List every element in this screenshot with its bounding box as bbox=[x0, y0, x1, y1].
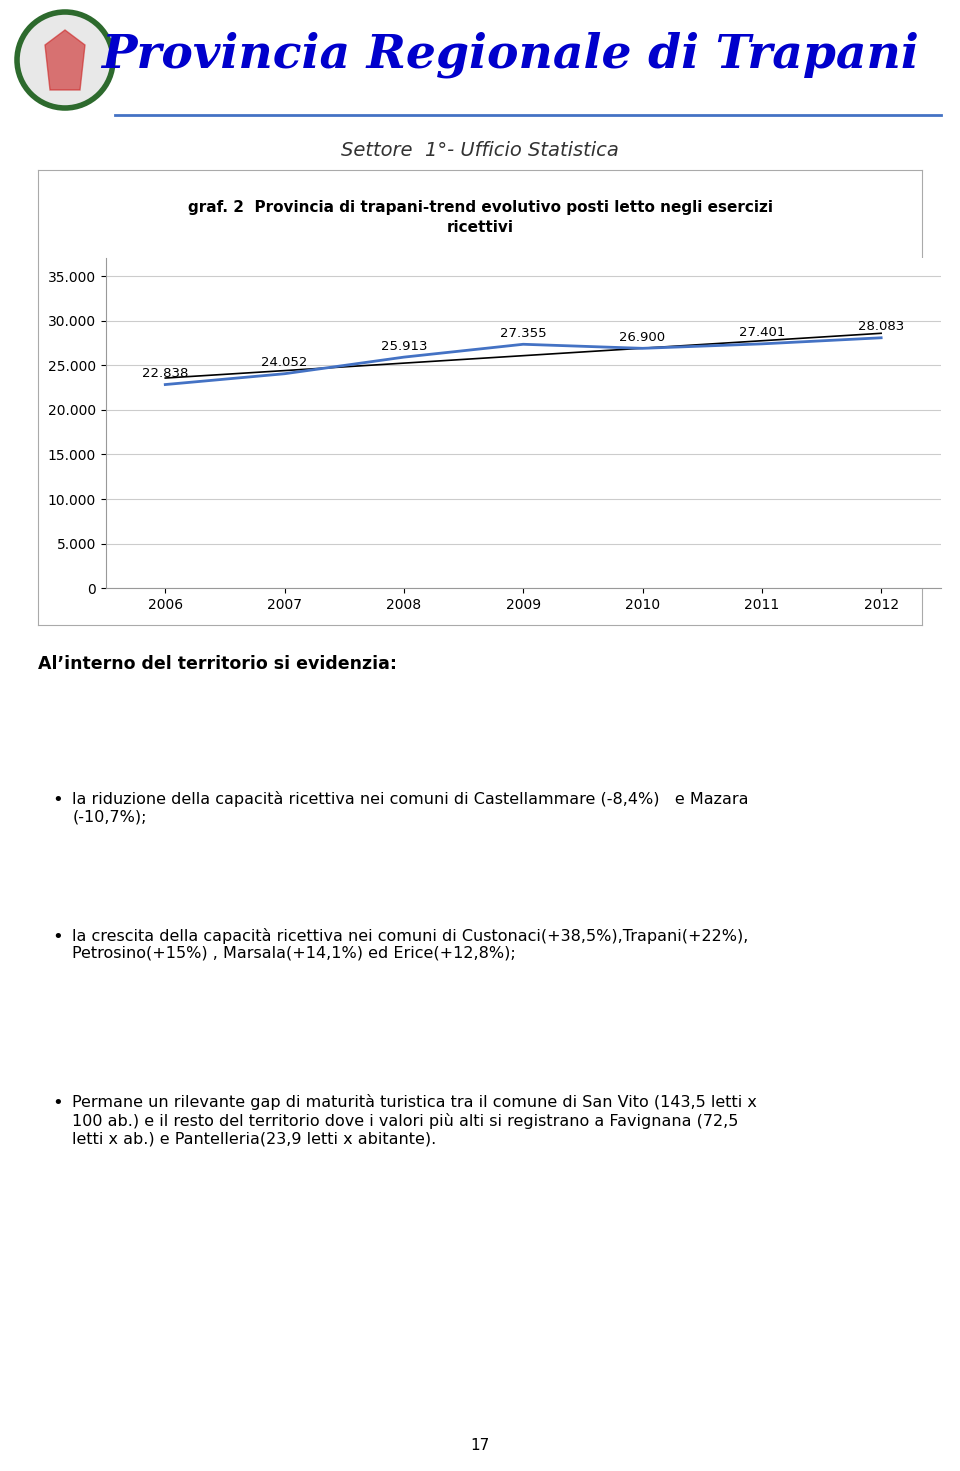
Text: la riduzione della capacità ricettiva nei comuni di Castellammare (-8,4%)   e Ma: la riduzione della capacità ricettiva ne… bbox=[72, 791, 749, 825]
Text: 25.913: 25.913 bbox=[380, 340, 427, 353]
Text: 26.900: 26.900 bbox=[619, 331, 665, 344]
Text: Al’interno del territorio si evidenzia:: Al’interno del territorio si evidenzia: bbox=[38, 655, 397, 674]
Text: la crescita della capacità ricettiva nei comuni di Custonaci(+38,5%),Trapani(+22: la crescita della capacità ricettiva nei… bbox=[72, 928, 749, 961]
Circle shape bbox=[17, 12, 113, 107]
Text: Provincia Regionale di Trapani: Provincia Regionale di Trapani bbox=[101, 32, 919, 78]
Text: 27.401: 27.401 bbox=[738, 327, 785, 340]
Text: 28.083: 28.083 bbox=[858, 321, 904, 334]
Text: •: • bbox=[52, 791, 62, 809]
Text: •: • bbox=[52, 928, 62, 946]
Text: •: • bbox=[52, 1094, 62, 1112]
Text: Settore  1°- Ufficio Statistica: Settore 1°- Ufficio Statistica bbox=[341, 141, 619, 159]
Text: Permane un rilevante gap di maturità turistica tra il comune di San Vito (143,5 : Permane un rilevante gap di maturità tur… bbox=[72, 1094, 757, 1146]
Text: graf. 2  Provincia di trapani-trend evolutivo posti letto negli esercizi
ricetti: graf. 2 Provincia di trapani-trend evolu… bbox=[187, 200, 773, 235]
Polygon shape bbox=[45, 29, 85, 90]
Text: 22.838: 22.838 bbox=[142, 368, 188, 380]
Text: 27.355: 27.355 bbox=[500, 327, 546, 340]
Text: 17: 17 bbox=[470, 1437, 490, 1453]
Text: 24.052: 24.052 bbox=[261, 356, 308, 369]
